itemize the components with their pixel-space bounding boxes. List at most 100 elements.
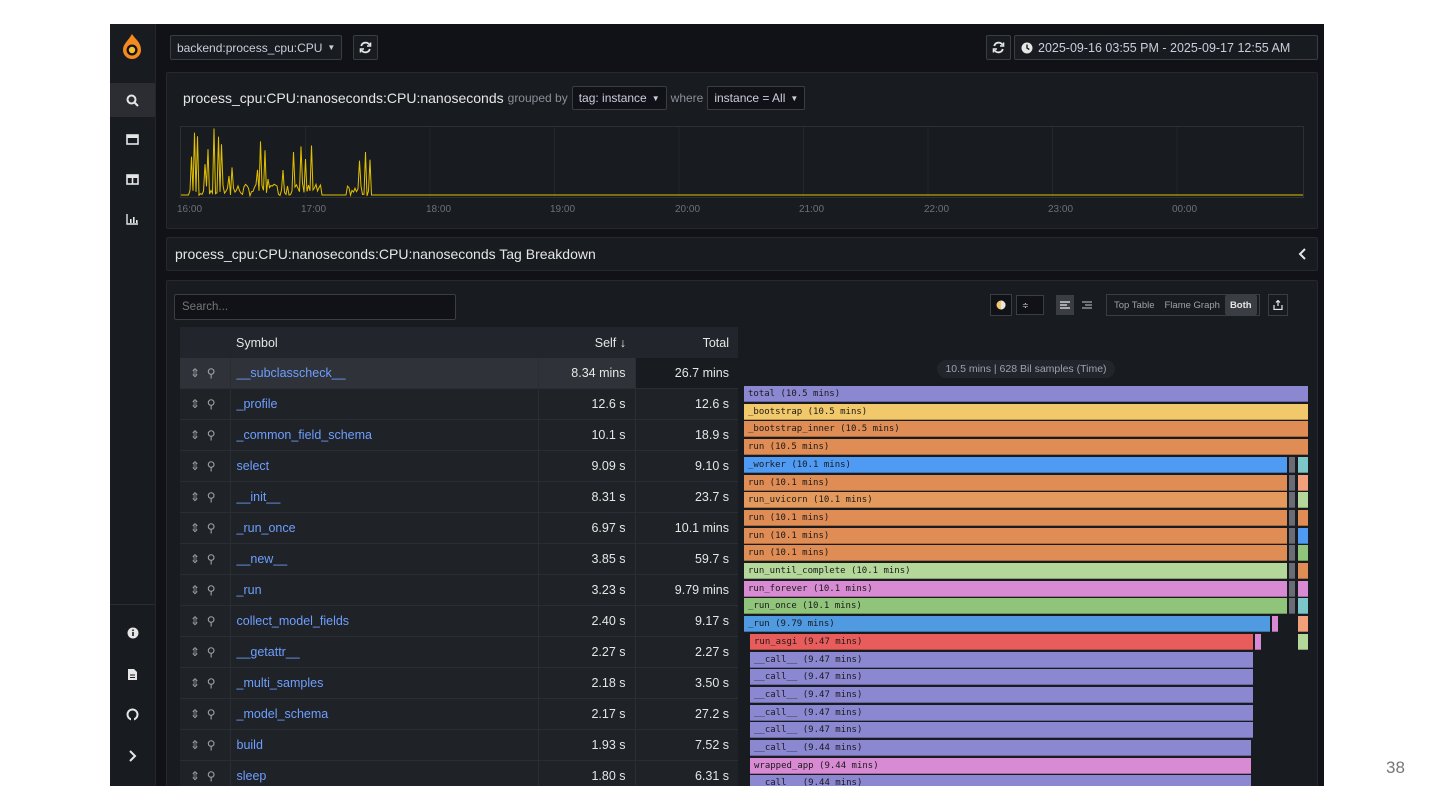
- table-row[interactable]: ⇕ ⚲ _multi_samples 2.18 s 3.50 s: [180, 667, 738, 699]
- sandwich-icon[interactable]: ⇕: [190, 459, 201, 473]
- text-align-right-button[interactable]: [1078, 295, 1096, 315]
- table-row[interactable]: ⇕ ⚲ _model_schema 2.17 s 27.2 s: [180, 698, 738, 730]
- table-row[interactable]: ⇕ ⚲ __getattr__ 2.27 s 2.27 s: [180, 636, 738, 668]
- search-icon[interactable]: ⚲: [206, 676, 216, 690]
- table-row[interactable]: ⇕ ⚲ __new__ 3.85 s 59.7 s: [180, 543, 738, 575]
- symbol-cell[interactable]: sleep: [229, 760, 538, 786]
- sandwich-icon[interactable]: ⇕: [190, 707, 201, 721]
- color-scheme-button[interactable]: [990, 294, 1012, 316]
- sandwich-icon[interactable]: ⇕: [190, 397, 201, 411]
- table-row[interactable]: ⇕ ⚲ _run 3.23 s 9.79 mins: [180, 574, 738, 606]
- flamegraph-frame[interactable]: run_asgi (9.47 mins): [750, 633, 1253, 650]
- flamegraph-frame[interactable]: [1298, 616, 1308, 633]
- search-input[interactable]: [174, 294, 456, 320]
- table-row[interactable]: ⇕ ⚲ __subclasscheck__ 8.34 mins 26.7 mins: [180, 358, 738, 389]
- flame-graph-button[interactable]: Flame Graph: [1164, 299, 1220, 311]
- flamegraph-frame[interactable]: [1298, 598, 1308, 615]
- search-icon[interactable]: ⚲: [206, 490, 216, 504]
- table-row[interactable]: ⇕ ⚲ sleep 1.80 s 6.31 s: [180, 760, 738, 786]
- search-icon[interactable]: ⚲: [206, 645, 216, 659]
- total-header[interactable]: Total: [635, 327, 738, 358]
- tag-select[interactable]: tag: instance ▼: [571, 86, 667, 110]
- flamegraph-frame[interactable]: [1298, 563, 1308, 579]
- search-icon[interactable]: ⚲: [206, 583, 216, 597]
- search-icon[interactable]: ⚲: [206, 459, 216, 473]
- symbol-cell[interactable]: _common_field_schema: [229, 419, 538, 451]
- table-row[interactable]: ⇕ ⚲ collect_model_fields 2.40 s 9.17 s: [180, 605, 738, 637]
- flamegraph-frame[interactable]: [1289, 563, 1295, 579]
- flamegraph-frame[interactable]: __call__ (9.47 mins): [750, 651, 1253, 668]
- info-icon[interactable]: [110, 616, 155, 650]
- search-icon[interactable]: ⚲: [206, 552, 216, 566]
- symbol-header[interactable]: Symbol: [230, 327, 538, 358]
- flamegraph-frame[interactable]: [1298, 633, 1308, 650]
- flamegraph-frame[interactable]: [1298, 456, 1308, 473]
- sandwich-icon[interactable]: ⇕: [190, 490, 201, 504]
- flamegraph-frame[interactable]: [1298, 509, 1308, 526]
- flamegraph-frame[interactable]: [1298, 580, 1308, 597]
- flamegraph-frame[interactable]: _worker (10.1 mins): [744, 456, 1287, 473]
- refresh-data-button[interactable]: [986, 35, 1011, 60]
- github-icon[interactable]: [110, 697, 155, 731]
- flamegraph-frame[interactable]: run (10.5 mins): [744, 439, 1308, 456]
- flamegraph-frame[interactable]: run (10.1 mins): [744, 509, 1287, 526]
- flamegraph-frame[interactable]: [1289, 580, 1295, 597]
- search-icon[interactable]: ⚲: [206, 614, 216, 628]
- flamegraph-frame[interactable]: [1289, 474, 1295, 491]
- search-icon[interactable]: ⚲: [206, 738, 216, 752]
- flamegraph-frame[interactable]: [1289, 545, 1295, 562]
- flamegraph-frame[interactable]: _run (9.79 mins): [744, 616, 1270, 633]
- flamegraph-frame[interactable]: run (10.1 mins): [744, 527, 1287, 544]
- table-row[interactable]: ⇕ ⚲ __init__ 8.31 s 23.7 s: [180, 481, 738, 513]
- search-icon[interactable]: ⚲: [206, 366, 216, 380]
- search-icon[interactable]: ⚲: [206, 397, 216, 411]
- profile-type-select[interactable]: backend:process_cpu:CPU ▼: [170, 35, 343, 60]
- sandwich-icon[interactable]: ⇕: [190, 521, 201, 535]
- refresh-button[interactable]: [353, 35, 378, 60]
- search-icon[interactable]: ⚲: [206, 707, 216, 721]
- flamegraph-frame[interactable]: [1298, 492, 1308, 509]
- table-row[interactable]: ⇕ ⚲ build 1.93 s 7.52 s: [180, 729, 738, 761]
- flamegraph-frame[interactable]: [1289, 598, 1295, 615]
- symbol-cell[interactable]: select: [229, 450, 538, 482]
- search-icon[interactable]: [110, 83, 155, 117]
- sandwich-icon[interactable]: ⇕: [190, 614, 201, 628]
- sandwich-icon[interactable]: ⇕: [190, 676, 201, 690]
- flamegraph-frame[interactable]: run_forever (10.1 mins): [744, 580, 1287, 597]
- flamegraph-frame[interactable]: _run_once (10.1 mins): [744, 598, 1287, 615]
- symbol-cell[interactable]: __init__: [229, 481, 538, 513]
- flamegraph-frame[interactable]: __call__ (9.44 mins): [750, 775, 1251, 786]
- flamegraph-frame[interactable]: [1298, 545, 1308, 562]
- symbol-cell[interactable]: _run: [229, 574, 538, 606]
- pyroscope-logo-icon[interactable]: [119, 33, 145, 61]
- search-icon[interactable]: ⚲: [206, 521, 216, 535]
- chevron-left-icon[interactable]: [1298, 248, 1307, 260]
- sandwich-icon[interactable]: ⇕: [190, 366, 201, 380]
- self-header[interactable]: Self ↓: [538, 327, 635, 358]
- flamegraph-frame[interactable]: __call__ (9.47 mins): [750, 722, 1253, 739]
- flamegraph-frame[interactable]: [1289, 492, 1295, 509]
- flamegraph-frame[interactable]: [1289, 509, 1295, 526]
- text-align-left-button[interactable]: [1056, 295, 1074, 315]
- symbol-cell[interactable]: __new__: [229, 543, 538, 575]
- flamegraph-frame[interactable]: total (10.5 mins): [744, 386, 1308, 402]
- flamegraph-frame[interactable]: run_uvicorn (10.1 mins): [744, 492, 1287, 509]
- sandwich-icon[interactable]: ⇕: [190, 645, 201, 659]
- document-icon[interactable]: [110, 657, 155, 691]
- filter-select[interactable]: instance = All ▼: [707, 86, 806, 110]
- flamegraph-frame[interactable]: [1272, 616, 1278, 633]
- search-icon[interactable]: ⚲: [206, 769, 216, 783]
- flamegraph-frame[interactable]: _bootstrap_inner (10.5 mins): [744, 421, 1308, 438]
- table-row[interactable]: ⇕ ⚲ select 9.09 s 9.10 s: [180, 450, 738, 482]
- expand-sidebar-icon[interactable]: [110, 739, 155, 773]
- both-button[interactable]: Both: [1224, 295, 1257, 315]
- flamegraph-frame[interactable]: wrapped_app (9.44 mins): [750, 757, 1251, 774]
- flamegraph-frame[interactable]: run_until_complete (10.1 mins): [744, 563, 1287, 579]
- collapse-toggle-button[interactable]: ≑: [1016, 295, 1044, 315]
- symbol-cell[interactable]: __subclasscheck__: [229, 358, 538, 389]
- flamegraph-frame[interactable]: __call__ (9.47 mins): [750, 686, 1253, 703]
- flamegraph-frame[interactable]: _bootstrap (10.5 mins): [744, 403, 1308, 420]
- flamegraph-frame[interactable]: [1289, 456, 1295, 473]
- table-row[interactable]: ⇕ ⚲ _run_once 6.97 s 10.1 mins: [180, 512, 738, 544]
- top-table-button[interactable]: Top Table: [1114, 299, 1155, 311]
